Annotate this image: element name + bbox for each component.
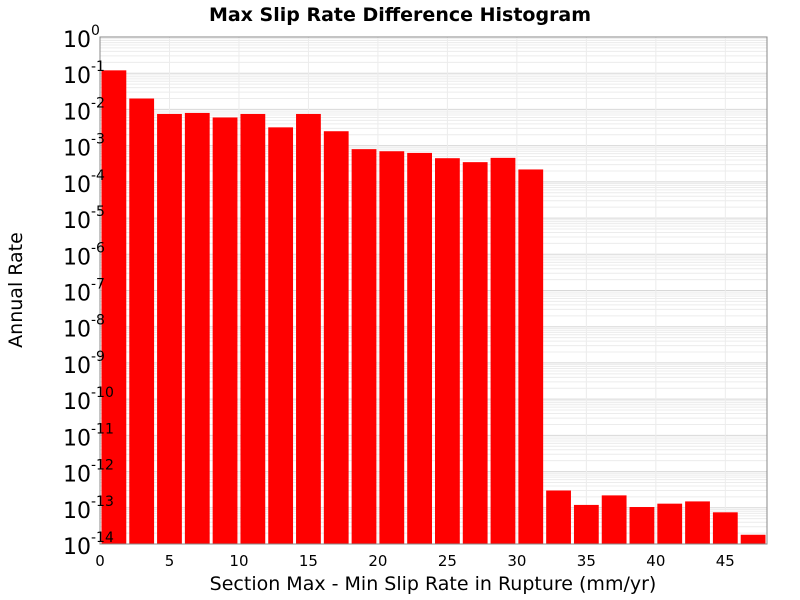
histogram-bar-13 [462, 162, 488, 544]
histogram-bar-10 [379, 151, 405, 545]
histogram-bar-20 [657, 503, 683, 544]
y-tick-label: 10-4 [63, 168, 105, 198]
x-tick-label: 45 [716, 552, 735, 570]
histogram-bar-1 [129, 98, 155, 545]
grid-lines [99, 37, 767, 545]
x-tick-label: 40 [646, 552, 665, 570]
histogram-bar-15 [518, 169, 544, 544]
histogram-bar-14 [490, 157, 516, 544]
histogram-bar-2 [157, 113, 182, 545]
y-axis-label: Annual Rate [5, 232, 27, 348]
histogram-bar-11 [407, 152, 432, 544]
y-tick-label: 10-1 [63, 59, 105, 89]
y-tick-label: 10-2 [63, 95, 105, 125]
y-tick-label: 10-6 [63, 240, 105, 270]
histogram-bar-22 [712, 512, 738, 544]
plot-frame [99, 36, 768, 545]
histogram-bar-4 [212, 117, 238, 545]
chart-title: Max Slip Rate Difference Histogram [209, 4, 591, 26]
y-tick-label: 10-8 [63, 313, 105, 343]
x-tick-label: 30 [507, 552, 526, 570]
y-tick-label: 100 [63, 23, 100, 53]
x-tick-label: 0 [95, 552, 105, 570]
x-axis-ticks: 0 5 10 15 20 25 30 35 40 45 [95, 552, 735, 570]
x-axis-label: Section Max - Min Slip Rate in Rupture (… [210, 573, 657, 595]
x-tick-label: 35 [577, 552, 596, 570]
histogram-bar-12 [435, 158, 460, 544]
histogram-bar-5 [240, 113, 266, 545]
y-tick-label: 10-12 [63, 458, 114, 488]
histogram-bar-9 [351, 149, 377, 544]
x-tick-label: 15 [299, 552, 318, 570]
histogram-bar-6 [268, 127, 294, 544]
y-axis-ticks: 100 10-1 10-2 10-3 10-4 10-5 10-6 10-7 10-8 10-9 1… [63, 23, 114, 560]
y-tick-label: 10-10 [63, 385, 114, 415]
y-tick-label: 10-14 [63, 530, 114, 560]
x-tick-label: 10 [229, 552, 248, 570]
y-tick-label: 10-13 [63, 494, 114, 524]
x-tick-label: 5 [165, 552, 175, 570]
y-tick-label: 10-11 [63, 421, 114, 451]
y-tick-label: 10-3 [63, 132, 105, 162]
histogram-bar-16 [546, 490, 571, 544]
histogram-bar-17 [573, 504, 599, 544]
bars [101, 70, 766, 545]
x-tick-label: 25 [438, 552, 457, 570]
y-tick-label: 10-9 [63, 349, 105, 379]
histogram-bar-18 [601, 495, 627, 544]
histogram-bar-0 [101, 70, 127, 544]
histogram-bar-8 [323, 131, 349, 544]
x-tick-label: 20 [368, 552, 387, 570]
histogram-bar-23 [740, 534, 766, 544]
histogram-bar-7 [296, 113, 321, 545]
y-tick-label: 10-5 [63, 204, 105, 234]
histogram-bar-19 [629, 507, 655, 544]
y-tick-label: 10-7 [63, 277, 105, 307]
histogram-bar-21 [685, 501, 710, 544]
histogram-bar-3 [184, 112, 210, 544]
